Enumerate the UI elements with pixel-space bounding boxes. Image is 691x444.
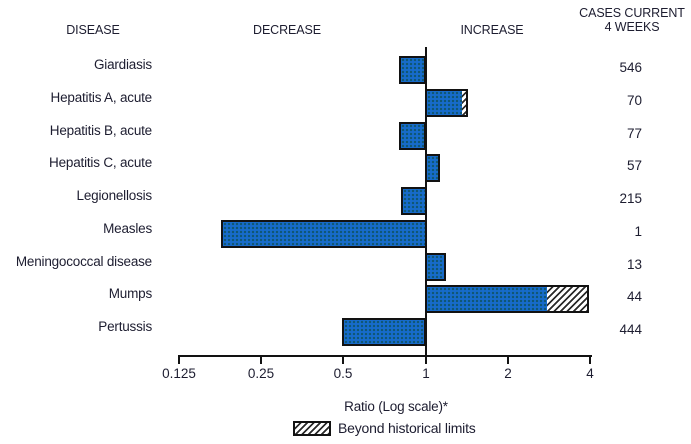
ratio-bar [425,285,589,313]
x-axis-tick-label: 0.5 [333,366,353,381]
beyond-historical-limits-label: Beyond historical limits [338,420,476,436]
x-axis-tick [589,355,591,364]
case-value: 13 [626,256,642,272]
x-axis-title: Ratio (Log scale)* [344,399,448,414]
beyond-historical-segment [547,287,587,311]
baseline-ratio-1 [425,47,427,357]
case-value: 444 [619,322,642,337]
bar-fill [427,287,547,311]
x-axis-line [178,355,592,357]
x-axis-tick [507,355,509,364]
case-value: 215 [619,191,642,206]
x-axis-tick [342,355,344,364]
bar-fill [223,222,425,246]
ratio-bar [425,89,468,117]
case-value: 1 [634,223,642,239]
disease-label: Hepatitis B, acute [49,122,152,138]
disease-column-header: DISEASE [66,23,120,37]
bar-fill [403,189,425,213]
bar-fill [427,91,462,115]
disease-label: Giardiasis [93,57,152,72]
x-axis-tick-label: 0.25 [247,366,275,381]
beyond-historical-segment [462,91,466,115]
case-value: 546 [619,60,642,75]
bar-fill [427,156,438,180]
disease-label: Pertussis [98,319,152,334]
x-axis-tick-label: 4 [586,366,594,381]
x-axis-tick [260,355,262,364]
disease-label: Measles [103,220,152,236]
ratio-bar [401,187,427,215]
bar-fill [427,255,444,279]
bar-fill [344,320,424,344]
disease-label: Legionellosis [76,188,153,203]
disease-label: Hepatitis C, acute [49,155,152,171]
case-value: 77 [626,125,642,141]
ratio-bar [342,318,426,346]
x-axis-tick [425,355,427,364]
ratio-bar [399,122,426,150]
beyond-historical-limits-swatch [293,421,331,436]
ratio-bar [425,253,446,281]
bar-fill [401,58,424,82]
disease-label: Hepatitis A, acute [50,89,153,105]
case-value: 70 [626,92,642,108]
cases-column-header: CASES CURRENT 4 WEEKS [579,6,685,34]
ratio-bar [399,56,426,84]
x-axis-tick-label: 0.125 [162,366,196,381]
x-axis-tick [178,355,180,364]
disease-label: Meningococcal disease [15,253,152,269]
decrease-header: DECREASE [253,23,321,37]
bar-fill [401,124,424,148]
ratio-bar [425,154,440,182]
ratio-bar [221,220,427,248]
x-axis-tick-label: 1 [422,366,430,381]
case-value: 57 [626,158,642,174]
increase-header: INCREASE [460,23,524,37]
case-value: 44 [626,289,642,305]
disease-label: Mumps [108,286,152,302]
x-axis-tick-label: 2 [504,366,512,381]
